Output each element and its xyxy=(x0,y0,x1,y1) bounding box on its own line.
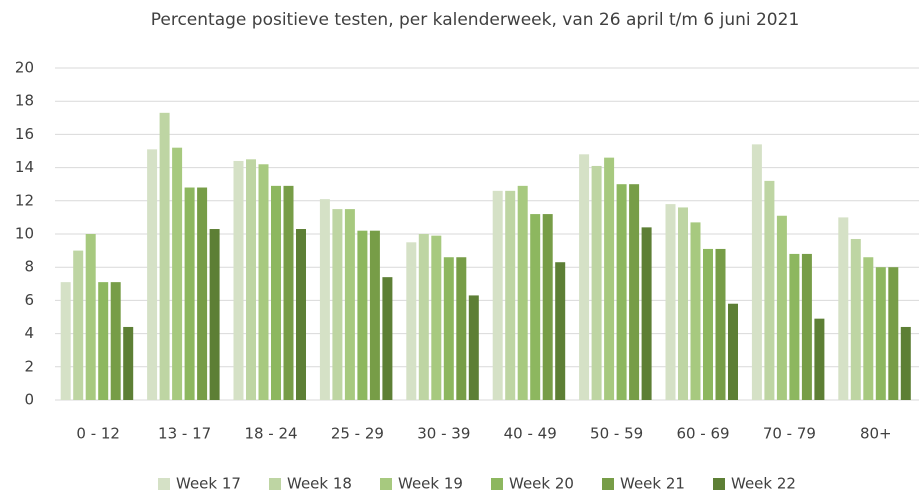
bar xyxy=(271,185,281,400)
legend-swatch xyxy=(713,478,725,490)
bar xyxy=(863,257,874,400)
legend-swatch xyxy=(380,478,392,490)
bar xyxy=(555,262,566,400)
bar xyxy=(85,234,96,400)
bar xyxy=(406,242,417,400)
bar xyxy=(246,159,256,400)
bar xyxy=(197,187,208,400)
bar xyxy=(492,190,503,400)
x-tick-label: 80+ xyxy=(860,425,892,443)
bar xyxy=(209,229,220,400)
bar xyxy=(233,160,244,400)
bar xyxy=(369,230,380,400)
bar xyxy=(776,215,787,400)
bar xyxy=(715,248,726,400)
y-tick-label: 20 xyxy=(15,59,34,77)
bar xyxy=(850,238,861,400)
bar xyxy=(258,164,269,400)
bar xyxy=(357,230,368,400)
bar xyxy=(418,234,429,400)
bar xyxy=(73,250,84,400)
bar xyxy=(629,184,640,400)
bar xyxy=(283,185,294,400)
bar xyxy=(542,214,553,400)
bar xyxy=(147,149,158,400)
bar xyxy=(382,277,393,400)
legend-swatch xyxy=(158,478,170,490)
legend-swatch xyxy=(491,478,503,490)
y-tick-label: 4 xyxy=(24,324,34,342)
x-tick-label: 70 - 79 xyxy=(763,425,816,443)
y-tick-label: 6 xyxy=(24,291,34,309)
bar xyxy=(110,282,121,400)
bar xyxy=(332,209,343,400)
bar xyxy=(468,295,479,400)
bar xyxy=(530,214,541,400)
legend-swatch xyxy=(269,478,281,490)
legend-label: Week 21 xyxy=(620,475,685,493)
y-tick-label: 8 xyxy=(24,258,34,276)
legend-label: Week 19 xyxy=(398,475,463,493)
x-tick-label: 0 - 12 xyxy=(76,425,120,443)
bar xyxy=(616,184,627,400)
bar xyxy=(703,248,713,400)
bar xyxy=(888,267,899,400)
y-tick-label: 14 xyxy=(15,158,34,176)
bar xyxy=(98,282,109,400)
legend-label: Week 18 xyxy=(287,475,352,493)
bar xyxy=(443,257,454,400)
bar xyxy=(456,257,467,400)
bar xyxy=(159,112,170,400)
bar xyxy=(604,157,615,400)
bar xyxy=(184,187,195,400)
bar xyxy=(60,282,71,400)
bar xyxy=(505,190,516,400)
bar xyxy=(814,318,825,400)
y-tick-label: 12 xyxy=(15,191,34,209)
y-tick-label: 18 xyxy=(15,92,34,110)
x-tick-label: 60 - 69 xyxy=(676,425,729,443)
bar xyxy=(517,185,528,400)
bar xyxy=(751,144,762,400)
bar xyxy=(665,204,676,400)
legend-label: Week 20 xyxy=(509,475,574,493)
bar xyxy=(764,180,775,400)
chart-title: Percentage positieve testen, per kalende… xyxy=(151,10,800,30)
bar xyxy=(319,199,330,400)
x-tick-label: 40 - 49 xyxy=(504,425,557,443)
bar xyxy=(579,154,590,400)
bar xyxy=(296,229,306,400)
bar xyxy=(875,267,886,400)
bar xyxy=(900,326,911,400)
y-tick-label: 0 xyxy=(24,391,34,409)
legend-swatch xyxy=(602,478,614,490)
bar xyxy=(591,165,602,400)
x-tick-label: 30 - 39 xyxy=(417,425,470,443)
y-tick-label: 2 xyxy=(24,357,34,375)
y-tick-label: 16 xyxy=(15,125,34,143)
bar xyxy=(690,222,701,400)
x-tick-label: 25 - 29 xyxy=(331,425,384,443)
bar xyxy=(801,253,812,400)
y-tick-label: 10 xyxy=(15,225,34,243)
x-tick-label: 18 - 24 xyxy=(244,425,297,443)
bar xyxy=(789,253,800,400)
bar xyxy=(431,235,442,400)
bar xyxy=(172,147,183,400)
x-tick-label: 13 - 17 xyxy=(158,425,211,443)
legend-label: Week 22 xyxy=(731,475,796,493)
bar xyxy=(641,227,652,400)
bar xyxy=(838,217,849,400)
bar xyxy=(678,207,688,400)
bar xyxy=(344,209,355,400)
legend-label: Week 17 xyxy=(176,475,241,493)
bar xyxy=(123,326,134,400)
x-tick-label: 50 - 59 xyxy=(590,425,643,443)
bar xyxy=(728,303,738,400)
